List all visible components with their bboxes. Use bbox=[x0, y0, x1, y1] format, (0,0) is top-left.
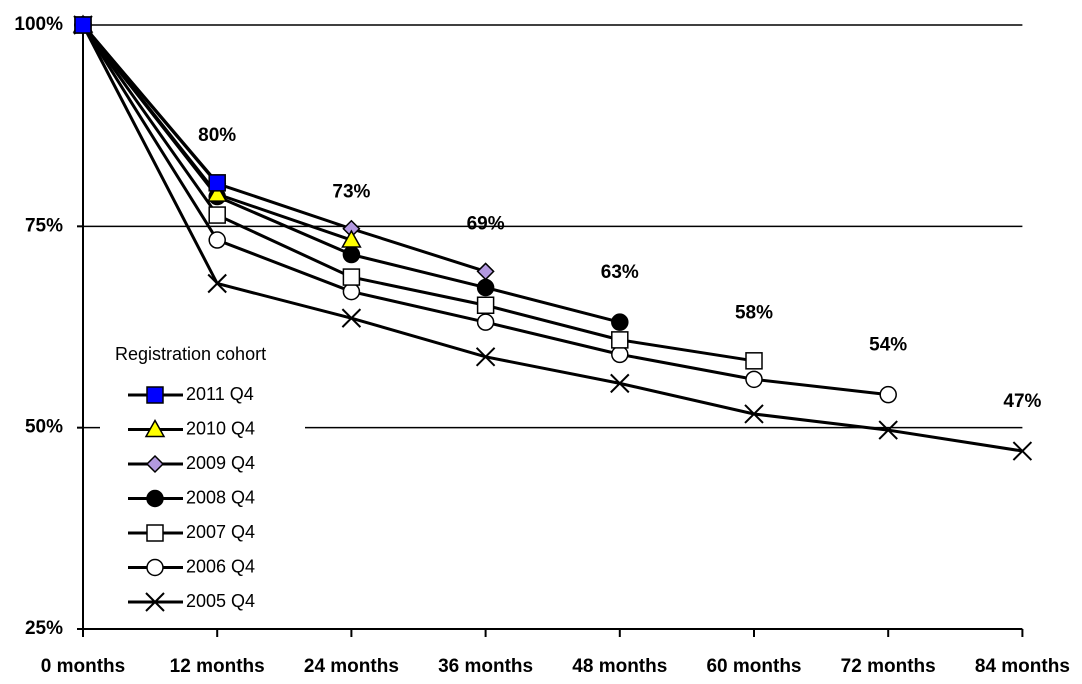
data-point bbox=[476, 313, 495, 331]
data-label: 63% bbox=[601, 262, 639, 283]
data-label: 73% bbox=[332, 181, 370, 202]
data-point bbox=[476, 262, 495, 281]
data-point bbox=[475, 347, 496, 367]
legend-marker bbox=[146, 524, 164, 542]
y-tick-label: 50% bbox=[25, 417, 63, 438]
legend-marker bbox=[145, 454, 165, 474]
data-label: 80% bbox=[198, 125, 236, 146]
series-line bbox=[81, 24, 487, 273]
legend-marker bbox=[146, 489, 164, 508]
legend-marker bbox=[145, 592, 165, 612]
legend-label: 2006 Q4 bbox=[186, 556, 255, 576]
y-tick-label: 75% bbox=[25, 215, 63, 236]
data-point bbox=[207, 273, 227, 294]
data-point bbox=[879, 385, 897, 404]
legend-label: 2010 Q4 bbox=[186, 418, 255, 438]
data-point bbox=[476, 296, 495, 315]
data-label: 58% bbox=[735, 302, 773, 323]
legend-label: 2008 Q4 bbox=[186, 487, 255, 507]
x-tick-label: 60 months bbox=[706, 656, 801, 677]
data-point bbox=[342, 245, 361, 264]
data-point bbox=[611, 331, 629, 349]
data-point bbox=[744, 404, 764, 424]
x-tick-label: 48 months bbox=[572, 656, 667, 677]
y-tick-label: 25% bbox=[25, 618, 63, 639]
data-point bbox=[476, 278, 495, 297]
legend-title: Registration cohort bbox=[115, 344, 266, 364]
data-point bbox=[208, 231, 226, 249]
x-tick-label: 36 months bbox=[438, 656, 533, 677]
legend-box bbox=[100, 335, 305, 620]
data-label: 47% bbox=[1003, 391, 1041, 412]
data-point bbox=[745, 352, 763, 370]
legend-marker bbox=[146, 558, 164, 577]
legend-label: 2011 Q4 bbox=[186, 384, 254, 404]
x-tick-label: 24 months bbox=[304, 656, 399, 677]
data-label: 69% bbox=[467, 214, 505, 235]
data-point bbox=[611, 313, 629, 331]
legend-label: 2005 Q4 bbox=[186, 591, 255, 611]
data-point bbox=[341, 229, 362, 248]
legend-marker bbox=[146, 386, 164, 404]
data-point bbox=[206, 183, 228, 202]
x-tick-label: 0 months bbox=[41, 656, 125, 677]
x-tick-label: 12 months bbox=[170, 656, 265, 677]
data-point bbox=[611, 345, 629, 364]
data-point bbox=[208, 174, 226, 192]
series-line bbox=[81, 24, 755, 363]
legend-label: 2009 Q4 bbox=[186, 453, 255, 473]
data-label: 54% bbox=[869, 334, 907, 355]
legend-marker bbox=[144, 418, 166, 438]
y-tick-label: 100% bbox=[14, 14, 63, 35]
data-point bbox=[208, 206, 226, 224]
data-point bbox=[878, 420, 898, 440]
series-line bbox=[81, 24, 219, 184]
legend-label: 2007 Q4 bbox=[186, 522, 255, 542]
data-point bbox=[1012, 441, 1033, 461]
data-point bbox=[341, 308, 362, 328]
data-point bbox=[342, 282, 361, 301]
data-point bbox=[74, 16, 92, 34]
x-tick-label: 72 months bbox=[841, 656, 936, 677]
data-point bbox=[745, 370, 763, 389]
series-line bbox=[81, 24, 1023, 453]
data-point bbox=[610, 373, 630, 394]
data-point bbox=[342, 268, 361, 286]
x-tick-label: 84 months bbox=[975, 656, 1070, 677]
